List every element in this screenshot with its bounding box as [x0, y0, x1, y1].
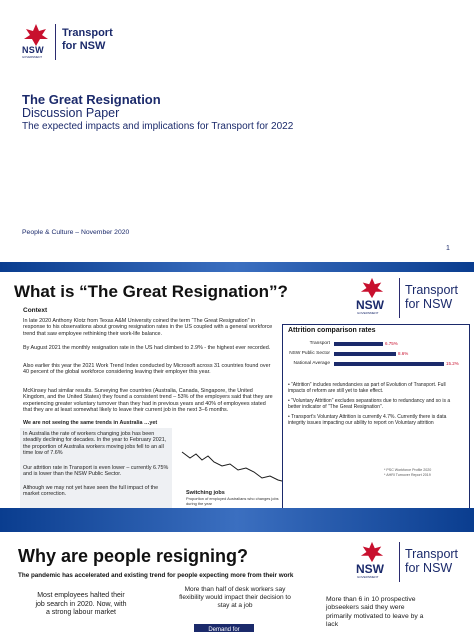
transport-wordmark-line2: for NSW — [405, 561, 453, 575]
page-number: 1 — [446, 245, 450, 252]
waratah-icon — [360, 541, 384, 563]
cover-subtitle: Discussion Paper — [22, 106, 120, 120]
cover-footer: People & Culture – November 2020 — [22, 229, 130, 236]
context-para-4: McKinsey had similar results. Surveying … — [23, 388, 273, 414]
bar-label-nsw-public-sector: NSW Public Sector — [289, 351, 330, 356]
cover-slide: NSW GOVERNMENT Transport for NSW The Gre… — [0, 0, 474, 262]
nsw-waratah-logo — [22, 22, 50, 53]
attrition-source-2: * AHRI Turnover Report 2019 — [384, 473, 431, 477]
cover-tagline: The expected impacts and implications fo… — [22, 121, 294, 132]
bar-label-transport: Transport — [309, 341, 330, 346]
waratah-icon — [24, 24, 48, 46]
slide3-title: Why are people resigning? — [18, 546, 249, 566]
attrition-note-3-text: Transport’s Voluntary Attrition is curre… — [288, 414, 447, 426]
context-para-2: By August 2021 the monthly resignation r… — [23, 345, 271, 351]
nsw-wordmark: NSW — [22, 45, 44, 55]
attrition-note-2: • “Voluntary Attrition” excludes separat… — [288, 398, 451, 410]
government-wordmark: GOVERNMENT — [357, 311, 379, 315]
bar-national-average — [334, 362, 444, 366]
nsw-wordmark: NSW — [356, 298, 384, 312]
demand-for-button[interactable]: Demand for — [194, 624, 254, 632]
stat-flexibility: More than half of desk workers say flexi… — [179, 586, 291, 609]
why-resigning-slide: Why are people resigning? The pandemic h… — [0, 532, 474, 632]
bar-label-national-average: National Average — [293, 361, 330, 366]
switching-jobs-title: Switching jobs — [186, 490, 225, 496]
stat-job-search: Most employees halted their job search i… — [35, 592, 127, 616]
attrition-note-2-text: “Voluntary Attrition” excludes separatio… — [288, 398, 451, 410]
transport-wordmark-line2: for NSW — [62, 40, 106, 52]
bar-value-nsw-public-sector: 8.6% — [398, 351, 409, 356]
slide-separator — [0, 262, 474, 272]
government-wordmark: GOVERNMENT — [357, 575, 379, 579]
slide2-logo — [356, 276, 388, 305]
australia-box — [20, 428, 172, 508]
transport-wordmark-line1: Transport — [405, 283, 459, 297]
attrition-note-1-text: “Attrition” includes redundancies as par… — [288, 382, 446, 394]
switching-jobs-caption: Proportion of employed Australians who c… — [186, 496, 279, 506]
attrition-panel-title: Attrition comparison rates — [288, 327, 376, 334]
australia-para-1: In Australia the rate of workers changin… — [23, 431, 167, 457]
bar-value-transport: 6.75% — [385, 341, 398, 346]
context-para-3: Also earlier this year the 2021 Work Tre… — [23, 363, 271, 376]
transport-wordmark-line1: Transport — [405, 547, 459, 561]
slide3-subtitle: The pandemic has accelerated and existin… — [18, 572, 294, 579]
government-wordmark: GOVERNMENT — [22, 55, 43, 59]
what-is-slide: What is “The Great Resignation”? NSW GOV… — [0, 272, 474, 513]
bar-transport — [334, 342, 383, 346]
logo-divider — [399, 542, 400, 582]
australia-para-3: Although we may not yet have seen the fu… — [23, 485, 159, 498]
cover-title: The Great Resignation — [22, 92, 161, 107]
slide2-title: What is “The Great Resignation”? — [14, 282, 288, 301]
slide3-logo — [356, 540, 388, 569]
not-seeing-heading: We are not seeing the same trends in Aus… — [23, 420, 158, 426]
logo-divider — [55, 24, 56, 60]
stat-jobseekers: More than 6 in 10 prospective jobseekers… — [326, 596, 424, 628]
attrition-note-3: • Transport’s Voluntary Attrition is cur… — [288, 414, 447, 426]
transport-wordmark-line1: Transport — [62, 27, 113, 39]
australia-para-2: Our attrition rate in Transport is even … — [23, 465, 169, 478]
context-heading: Context — [23, 307, 48, 314]
nsw-wordmark: NSW — [356, 562, 384, 576]
attrition-source-1: * PSC Workforce Profile 2020 — [384, 468, 432, 472]
context-para-1: In late 2020 Anthony Klotz from Texas A&… — [23, 318, 273, 337]
slide-separator — [0, 508, 474, 532]
attrition-bar-chart: Transport NSW Public Sector National Ave… — [284, 341, 464, 377]
attrition-note-1: • “Attrition” includes redundancies as p… — [288, 382, 446, 394]
logo-divider — [399, 278, 400, 318]
waratah-icon — [360, 277, 384, 299]
bar-value-national-average: 15.2% — [446, 361, 459, 366]
bar-nsw-public-sector — [334, 352, 396, 356]
transport-wordmark-line2: for NSW — [405, 297, 453, 311]
